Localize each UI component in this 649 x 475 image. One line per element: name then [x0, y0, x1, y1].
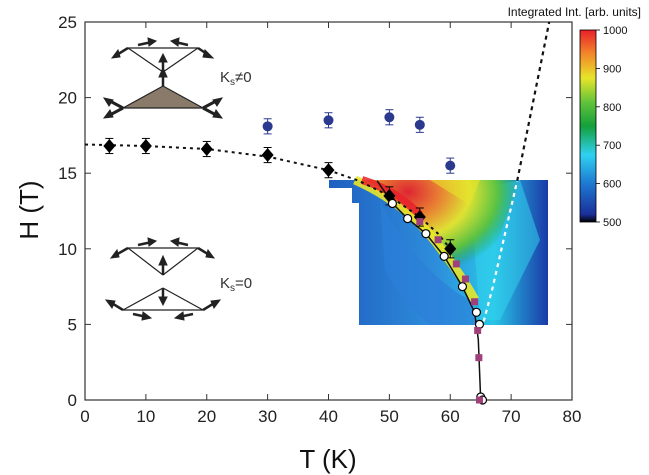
open-circle-marker — [387, 198, 398, 209]
colorbar-border — [579, 29, 597, 223]
lower-phase-label: Ks=0 — [220, 275, 252, 294]
colorbar-tick-label: 900 — [603, 63, 621, 75]
colorbar-tick-label: 600 — [603, 179, 621, 191]
upper-spin-schematic — [102, 37, 224, 119]
right-boundary-line-black — [516, 22, 551, 182]
circle-marker — [262, 121, 273, 132]
square-marker — [471, 298, 479, 306]
square-marker — [416, 218, 424, 226]
y-tick-label: 15 — [58, 164, 77, 183]
x-axis-ticks: 0 10 20 30 40 50 60 70 80 — [80, 22, 581, 426]
diamond-marker — [322, 163, 335, 178]
circle-marker — [384, 112, 395, 123]
circle-marker — [445, 160, 456, 171]
open-circle-marker — [457, 282, 468, 292]
diamond-marker — [103, 138, 116, 153]
data-markers — [103, 109, 488, 405]
upper-phase-label: Ks≠0 — [220, 69, 252, 88]
x-tick-label: 10 — [136, 407, 155, 426]
open-circle-marker — [471, 307, 482, 317]
square-marker — [434, 236, 442, 244]
square-marker — [475, 354, 483, 362]
colorbar-ticks: 500 600 700 800 900 1000 — [596, 25, 627, 229]
y-tick-label: 20 — [58, 89, 77, 108]
square-marker — [474, 326, 482, 334]
square-marker — [452, 260, 460, 268]
colorbar-title: Integrated Int. [arb. units] — [508, 5, 641, 19]
x-tick-label: 60 — [441, 407, 460, 426]
diamond-marker — [200, 142, 213, 157]
y-axis-ticks: 0 5 10 15 20 25 — [58, 13, 572, 410]
intensity-heatmap — [329, 175, 548, 325]
y-axis-title: H (T) — [14, 180, 44, 239]
x-axis-title: T (K) — [299, 444, 356, 474]
open-circle-marker — [403, 213, 413, 224]
y-tick-label: 0 — [68, 391, 77, 410]
y-tick-label: 5 — [68, 315, 77, 334]
square-marker — [461, 275, 469, 283]
open-circle-marker — [439, 251, 449, 261]
square-marker — [475, 396, 483, 404]
dotted-boundary-line — [85, 143, 452, 250]
diamond-marker — [139, 138, 152, 153]
x-tick-label: 80 — [563, 407, 582, 426]
colorbar-tick-label: 700 — [603, 140, 621, 152]
x-tick-label: 0 — [80, 407, 89, 426]
y-tick-label: 25 — [58, 13, 77, 32]
colorbar: 500 600 700 800 900 1000 Integrated Int. [arb… — [508, 5, 641, 229]
x-tick-label: 20 — [197, 407, 216, 426]
colorbar-gradient — [580, 30, 596, 222]
right-boundary-line-white — [482, 180, 519, 322]
diamond-marker — [444, 241, 457, 256]
lower-spin-schematic — [104, 237, 222, 321]
x-tick-label: 40 — [319, 407, 338, 426]
x-tick-label: 30 — [258, 407, 277, 426]
colorbar-tick-label: 1000 — [603, 25, 627, 37]
y-tick-label: 10 — [58, 240, 77, 259]
open-circle-marker — [421, 229, 431, 239]
diamond-marker — [261, 148, 274, 163]
circle-marker — [323, 115, 334, 126]
x-tick-label: 70 — [502, 407, 521, 426]
colorbar-tick-label: 500 — [603, 217, 621, 229]
circle-marker — [414, 119, 425, 130]
colorbar-tick-label: 800 — [603, 102, 621, 114]
x-tick-label: 50 — [380, 407, 399, 426]
